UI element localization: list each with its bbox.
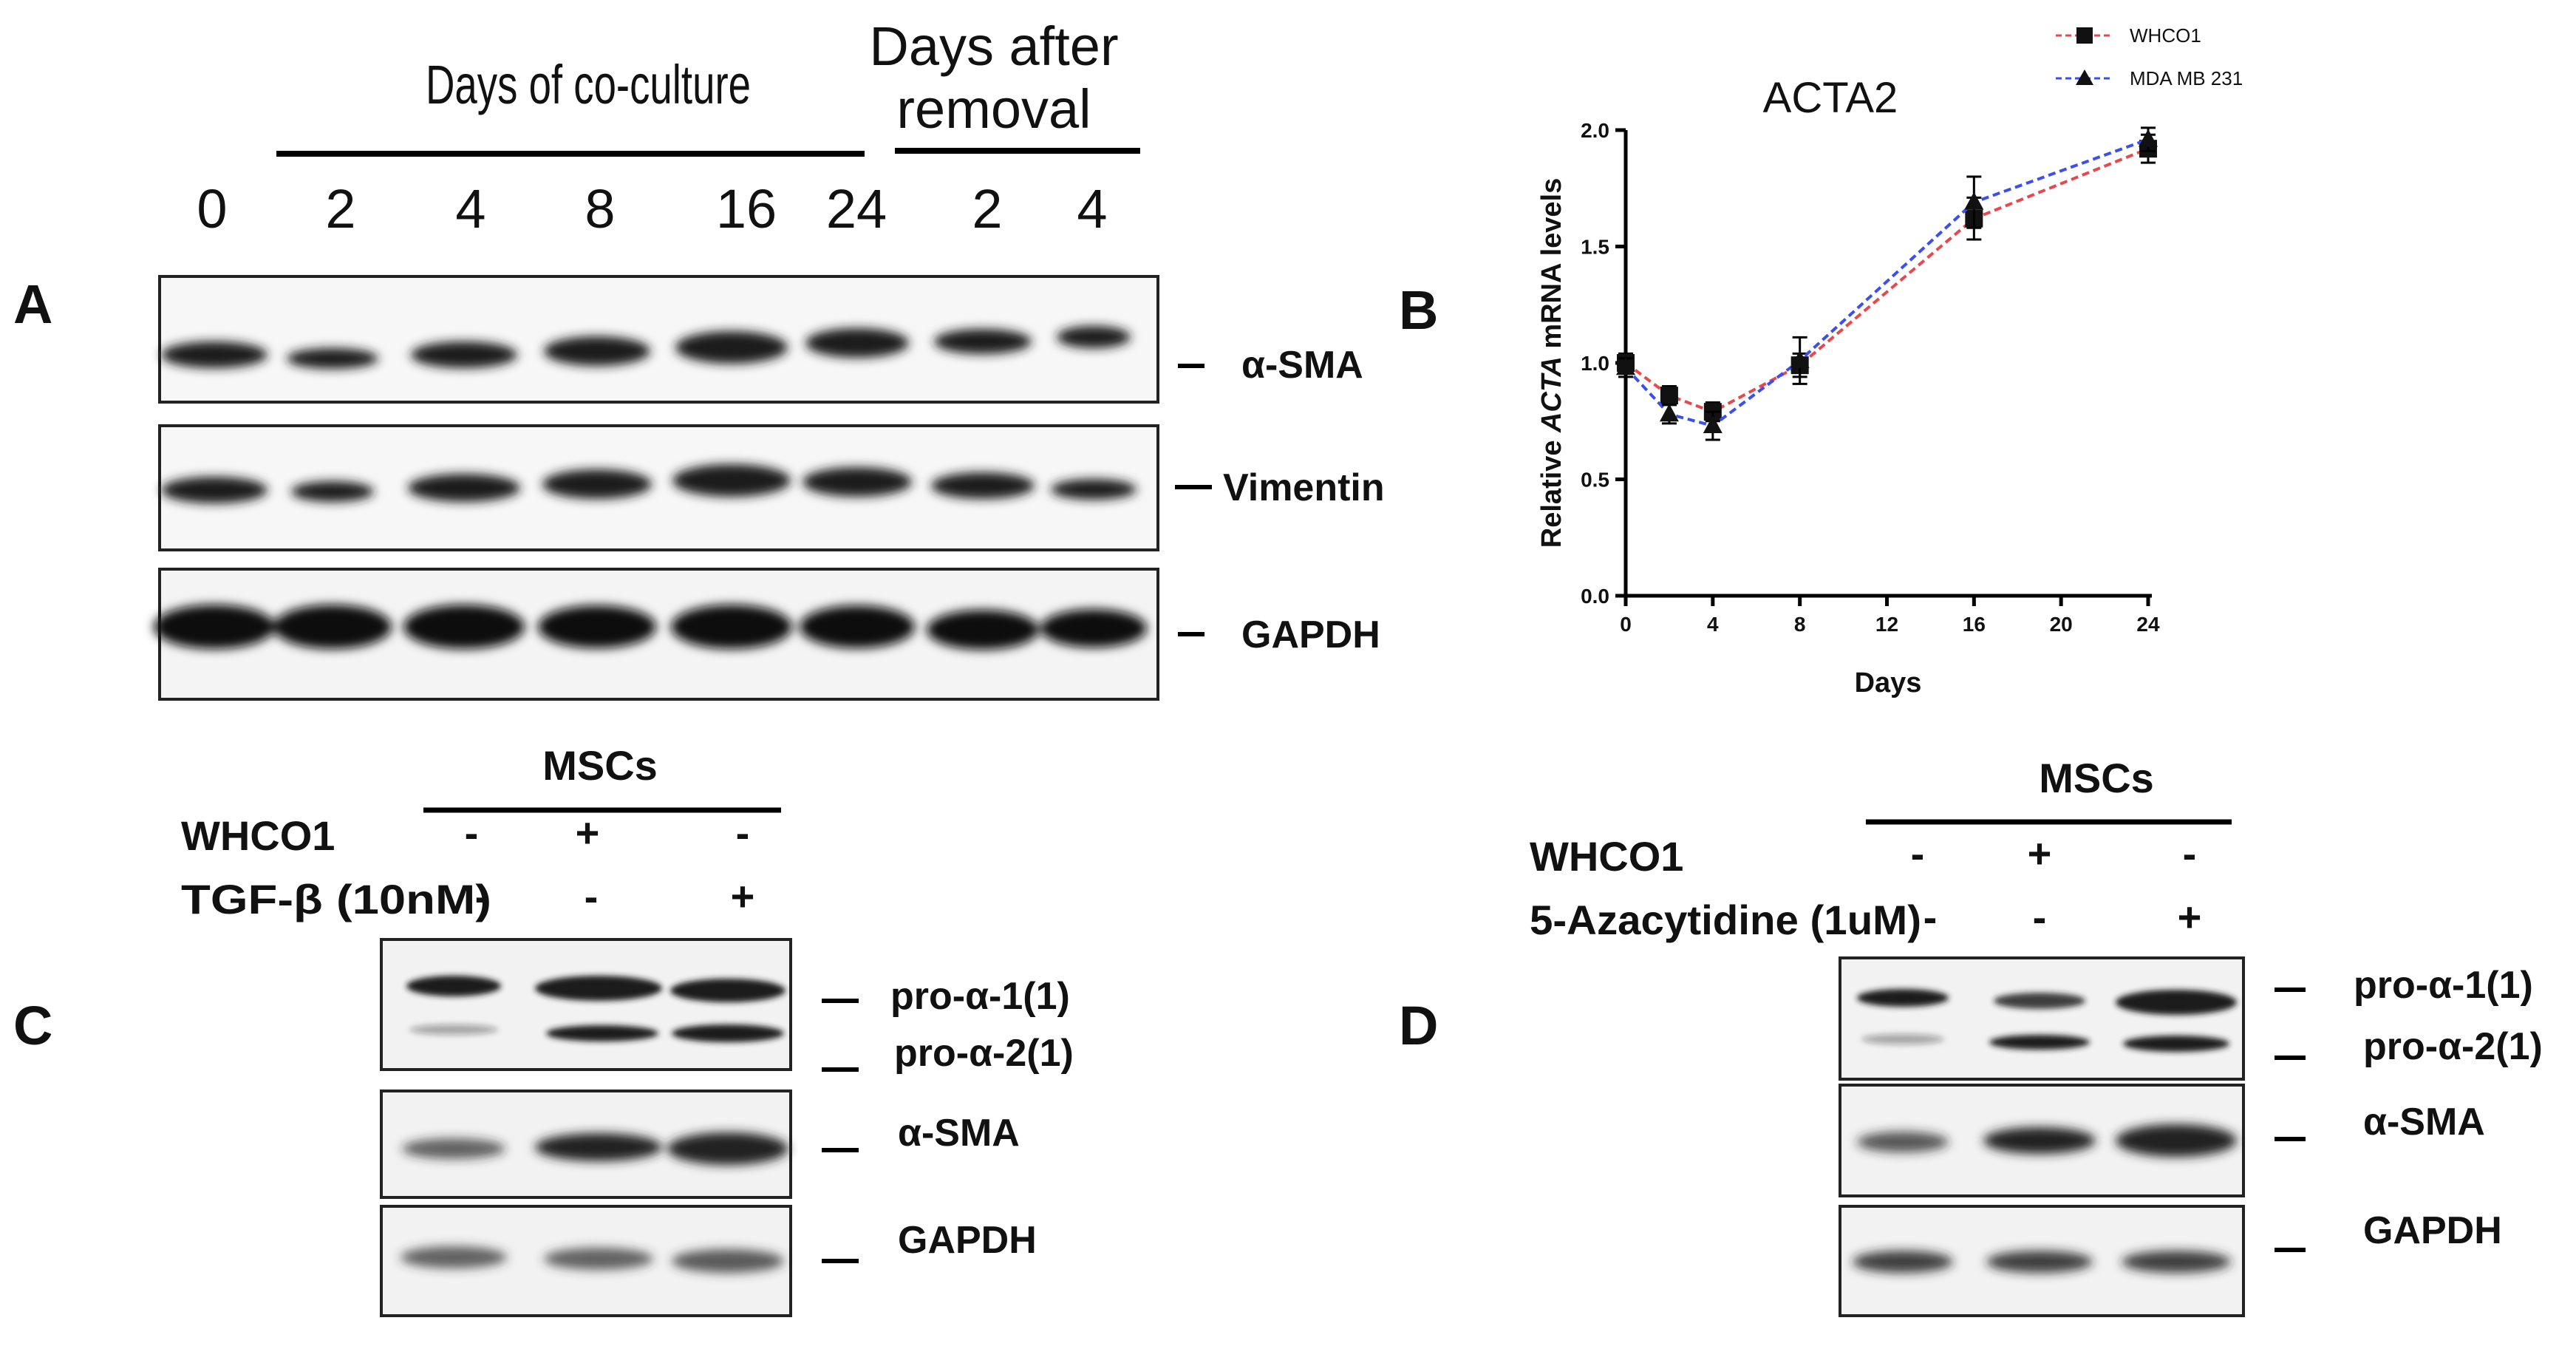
band-label-vimentin: Vimentin	[1223, 466, 1385, 509]
legend-marker-square	[2076, 27, 2093, 44]
y-tick-label: 1.0	[1581, 352, 1609, 375]
lane-label: 8	[585, 178, 615, 239]
band-row-collagen	[406, 976, 786, 1042]
lane-label: 0	[197, 178, 227, 239]
band-row-gapdh	[401, 1246, 784, 1273]
series-1	[1617, 133, 2157, 423]
y-tick-label: 1.5	[1581, 236, 1609, 259]
lane-label: 4	[455, 178, 485, 239]
x-tick-label: 24	[2136, 613, 2160, 636]
blot-collagen	[1839, 956, 2245, 1081]
condition-sign: -	[475, 873, 489, 920]
band-label-gapdh: GAPDH	[2363, 1209, 2502, 1252]
panel-b-label: B	[1399, 279, 1438, 341]
panel-b: B ACTA2 0.0 0.5 1.0 1.5 2.0 0 4 8 12 16 20 24 Days…	[1399, 24, 2243, 699]
condition-sign: +	[576, 809, 600, 856]
condition-group-label: MSCs	[2039, 755, 2154, 801]
band-row-gapdh	[1853, 1251, 2231, 1273]
panel-d-label: D	[1399, 995, 1438, 1056]
lane-label: 24	[826, 178, 887, 239]
condition-sign: -	[1924, 894, 1938, 940]
y-tick-label: 0.0	[1581, 585, 1609, 608]
x-tick-label: 0	[1620, 613, 1632, 636]
condition-sign: -	[465, 809, 479, 856]
x-tick-label: 4	[1707, 613, 1719, 636]
lane-label: 4	[1077, 178, 1107, 239]
y-axis-label-part: Relative	[1536, 432, 1567, 548]
series-2	[1616, 126, 2158, 441]
band-label-pro-alpha-1: pro-α-1(1)	[890, 975, 1070, 1018]
panel-c-label: C	[13, 995, 52, 1056]
condition-row-label: TGF-β (10nM)	[181, 876, 491, 922]
x-tick-label: 8	[1794, 613, 1806, 636]
series-layer	[1616, 126, 2158, 441]
condition-sign: +	[731, 873, 755, 920]
lane-label: 2	[972, 178, 1002, 239]
condition-row-label: 5-Azacytidine (1uM)	[1530, 897, 1921, 943]
band-label-gapdh: GAPDH	[898, 1219, 1037, 1262]
y-tick-label: 0.5	[1581, 469, 1609, 492]
data-point-triangle	[1659, 404, 1679, 422]
y-tick-label: 2.0	[1581, 119, 1609, 142]
lane-label: 2	[325, 178, 355, 239]
legend-marker-triangle	[2076, 69, 2093, 85]
y-axis-label: Relative ACTA mRNA levels	[1536, 178, 1567, 548]
legend-label: WHCO1	[2130, 24, 2201, 47]
band-label-alpha-sma: α-SMA	[898, 1112, 1020, 1155]
x-axis-label: Days	[1855, 667, 1922, 699]
condition-group-label: MSCs	[542, 742, 658, 789]
band-row-collagen	[1857, 989, 2237, 1052]
legend-label: MDA MB 231	[2130, 67, 2243, 89]
y-ticks: 0.0 0.5 1.0 1.5 2.0	[1581, 119, 1626, 608]
chart-legend: WHCO1 MDA MB 231	[2056, 24, 2243, 89]
band-label-alpha-sma: α-SMA	[1241, 344, 1363, 387]
x-tick-label: 16	[1963, 613, 1986, 636]
data-point-triangle	[1790, 350, 1810, 368]
band-label-pro-alpha-2: pro-α-2(1)	[2363, 1025, 2543, 1068]
band-row-alpha-sma	[1857, 1124, 2237, 1157]
group-label-co-culture: Days of co-culture	[426, 54, 751, 115]
condition-row-label: WHCO1	[1530, 833, 1683, 880]
panel-a: A Days of co-culture Days after removal …	[13, 16, 1385, 701]
panel-d: D MSCs WHCO1 - + - 5-Azacytidine (1uM) -…	[1399, 755, 2543, 1317]
y-axis-label-part: mRNA levels	[1536, 178, 1567, 356]
panel-a-label: A	[13, 273, 52, 335]
condition-sign: -	[1911, 830, 1925, 877]
line-chart: 0.0 0.5 1.0 1.5 2.0 0 4 8 12 16 20 24	[1581, 119, 2160, 636]
band-row-alpha-sma	[161, 326, 1131, 369]
band-row-alpha-sma	[402, 1132, 788, 1165]
data-point-triangle	[1616, 357, 1635, 375]
x-tick-label: 12	[1875, 613, 1898, 636]
condition-sign: -	[736, 809, 750, 856]
group-label-after-removal-line1: Days after	[869, 16, 1118, 77]
chart-title: ACTA2	[1763, 74, 1898, 122]
band-label-gapdh: GAPDH	[1241, 613, 1380, 656]
blot-collagen	[380, 938, 792, 1071]
band-label-pro-alpha-1: pro-α-1(1)	[2354, 964, 2533, 1007]
condition-sign: -	[2183, 830, 2197, 877]
legend-entry: WHCO1	[2056, 24, 2201, 47]
data-point-square	[1660, 387, 1678, 405]
condition-sign: -	[2033, 894, 2047, 940]
condition-sign: +	[2028, 830, 2052, 877]
band-row-gapdh	[154, 605, 1147, 650]
group-label-after-removal-line2: removal	[896, 78, 1091, 140]
y-axis-label-italic: ACTA	[1536, 356, 1567, 433]
condition-sign: +	[2178, 894, 2202, 940]
panel-c: C MSCs WHCO1 - + - TGF-β (10nM) - - + pr…	[13, 742, 1074, 1317]
data-point-triangle	[1964, 191, 1984, 210]
band-label-alpha-sma: α-SMA	[2363, 1101, 2485, 1143]
condition-row-label: WHCO1	[181, 812, 335, 859]
band-label-pro-alpha-2: pro-α-2(1)	[894, 1032, 1074, 1075]
x-ticks: 0 4 8 12 16 20 24	[1620, 596, 2160, 636]
lane-label: 16	[716, 178, 777, 239]
data-point-triangle	[1703, 415, 1723, 434]
condition-sign: -	[585, 873, 599, 920]
legend-entry: MDA MB 231	[2056, 67, 2243, 89]
band-row-vimentin	[161, 464, 1137, 503]
x-tick-label: 20	[2050, 613, 2073, 636]
series-line	[1624, 137, 2149, 428]
data-point-triangle	[2139, 129, 2158, 147]
